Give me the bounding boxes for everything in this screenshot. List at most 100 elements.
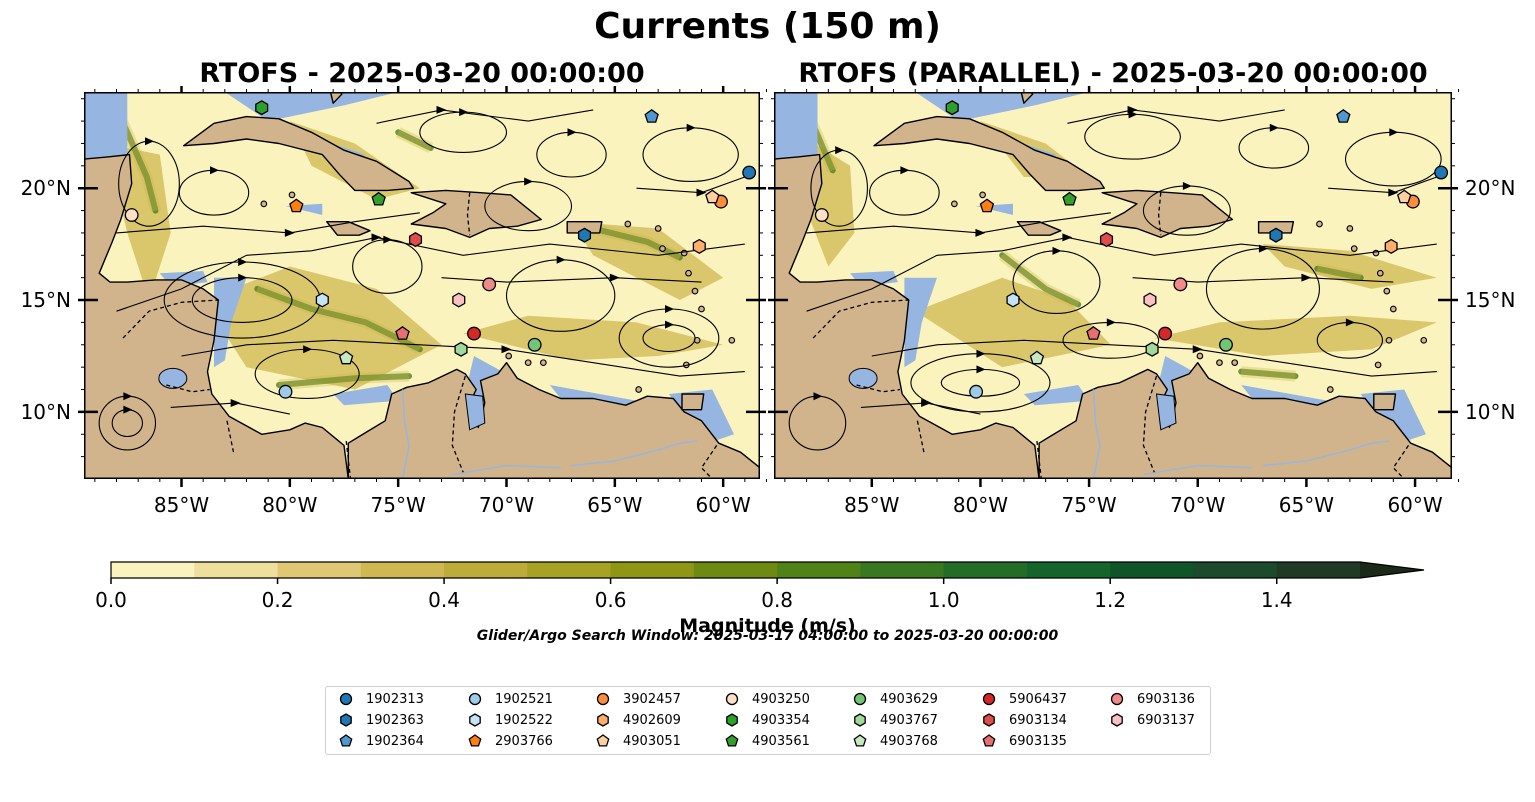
figure-title: Currents (150 m) xyxy=(594,6,941,47)
legend-entry-6903134: 6903134 xyxy=(981,712,1067,728)
small-island xyxy=(1316,220,1323,228)
small-island xyxy=(524,359,532,367)
legend-label: 3902457 xyxy=(623,691,681,707)
streamline-arrow xyxy=(145,137,154,146)
colorbar-segment xyxy=(1026,562,1111,578)
float-marker-6903134 xyxy=(1099,232,1114,248)
small-island xyxy=(505,352,513,360)
legend-marker xyxy=(725,692,739,706)
colorbar-tick-label: 0.6 xyxy=(595,588,627,612)
streamline-arrow xyxy=(609,273,620,282)
country-border xyxy=(856,384,901,393)
colorbar-segment xyxy=(610,562,695,578)
float-marker-4903629 xyxy=(527,337,542,352)
current-jet-halo xyxy=(1240,366,1296,382)
y-tick-label-left: 15°N xyxy=(21,288,71,312)
current-band xyxy=(1262,244,1437,289)
map-frame xyxy=(774,92,1452,479)
streamline-arrow xyxy=(1389,128,1399,137)
shallow-shelf xyxy=(214,277,247,368)
colorbar-tick-label: 0.8 xyxy=(761,588,793,612)
legend-label: 1902364 xyxy=(366,733,424,749)
float-markers xyxy=(124,100,757,399)
legend-entry-6903135: 6903135 xyxy=(981,733,1067,749)
legend-marker-1902313 xyxy=(339,692,353,706)
y-tick-label-left: 10°N xyxy=(21,400,71,424)
land-mass xyxy=(566,220,603,234)
small-island xyxy=(951,200,958,208)
streamline xyxy=(1132,277,1394,283)
country-border xyxy=(700,445,718,479)
float-marker-4903051 xyxy=(705,189,720,204)
x-tick-label: 65°W xyxy=(1279,493,1334,517)
streamline-arrow xyxy=(696,188,707,197)
legend-marker-1902364 xyxy=(339,734,353,747)
current-jet xyxy=(254,285,423,353)
legend-entry-4903768: 4903768 xyxy=(852,733,938,749)
small-island xyxy=(1196,352,1204,360)
country-border xyxy=(451,375,466,473)
legend-label: 1902363 xyxy=(366,712,424,728)
current-jet xyxy=(1238,368,1299,380)
small-island xyxy=(691,287,699,295)
colorbar-tick-label: 0.4 xyxy=(428,588,460,612)
float-marker-4903767 xyxy=(454,341,468,357)
streamline-arrow xyxy=(1301,273,1312,282)
x-tick-label: 80°W xyxy=(262,493,317,517)
country-border xyxy=(1036,440,1042,479)
land-mass xyxy=(410,189,542,239)
colorbar-segment xyxy=(444,562,528,578)
small-island xyxy=(659,245,666,252)
small-island xyxy=(698,305,705,313)
legend-marker-4903250 xyxy=(725,692,739,706)
float-marker-1902522 xyxy=(1006,292,1020,308)
colorbar-segment xyxy=(194,562,279,578)
land-mass xyxy=(1020,92,1034,104)
streamline-arrow xyxy=(524,177,534,186)
legend-marker xyxy=(596,692,610,706)
streamline-arrow xyxy=(1345,318,1355,327)
streamline-arrow xyxy=(1062,233,1073,242)
colorbar-label: Magnitude (m/s) xyxy=(679,615,856,637)
river xyxy=(401,389,410,479)
panel-title-rtofs-parallel: RTOFS (PARALLEL) - 2025-03-20 00:00:00 xyxy=(798,58,1428,89)
panel-title-rtofs: RTOFS - 2025-03-20 00:00:00 xyxy=(199,58,645,89)
float-markers xyxy=(814,100,1449,399)
y-tick-label-right: 10°N xyxy=(1465,400,1515,424)
legend-label: 4902609 xyxy=(623,712,681,728)
legend-marker xyxy=(1110,692,1124,706)
legend-marker-6903135 xyxy=(982,734,996,747)
streamline-arrow xyxy=(501,345,512,354)
legend-label: 2903766 xyxy=(495,733,553,749)
legend-marker-4903561 xyxy=(725,734,739,747)
legend-marker-2903766 xyxy=(468,734,482,747)
legend-marker xyxy=(597,713,609,727)
float-marker-6903136 xyxy=(482,277,497,292)
country-border xyxy=(226,420,235,453)
x-tick-label: 65°W xyxy=(587,493,642,517)
float-marker-1902364 xyxy=(644,108,659,123)
current-jet xyxy=(590,225,683,261)
legend-marker-4903051 xyxy=(596,734,610,747)
legend-marker-1902521 xyxy=(468,692,482,706)
land-mass xyxy=(774,153,1040,479)
legend-entry-1902521: 1902521 xyxy=(467,691,553,707)
float-marker-2903766 xyxy=(979,198,995,213)
streamline-arrow xyxy=(976,365,986,374)
colorbar-outline xyxy=(110,561,1425,579)
legend-marker-6903136 xyxy=(1110,692,1124,706)
map-panel-rtofs[interactable] xyxy=(84,92,760,479)
x-tick-label: 85°W xyxy=(154,493,209,517)
current-jet-halo xyxy=(255,283,423,355)
streamline-arrow xyxy=(686,123,696,132)
streamline-arrow xyxy=(567,128,577,137)
country-border xyxy=(345,440,352,479)
colorbar: 0.0 0.2 0.4 0.6 0.8 1.0 1.2 1.4 xyxy=(95,561,1425,612)
streamline-arrow xyxy=(976,349,986,358)
colorbar-segment xyxy=(693,562,778,578)
small-island xyxy=(624,220,632,228)
colorbar-extend-arrow xyxy=(1360,562,1424,578)
legend-label: 4903354 xyxy=(752,712,810,728)
map-panel-rtofs-parallel[interactable] xyxy=(774,92,1452,479)
legend-marker-1902363 xyxy=(340,713,352,727)
